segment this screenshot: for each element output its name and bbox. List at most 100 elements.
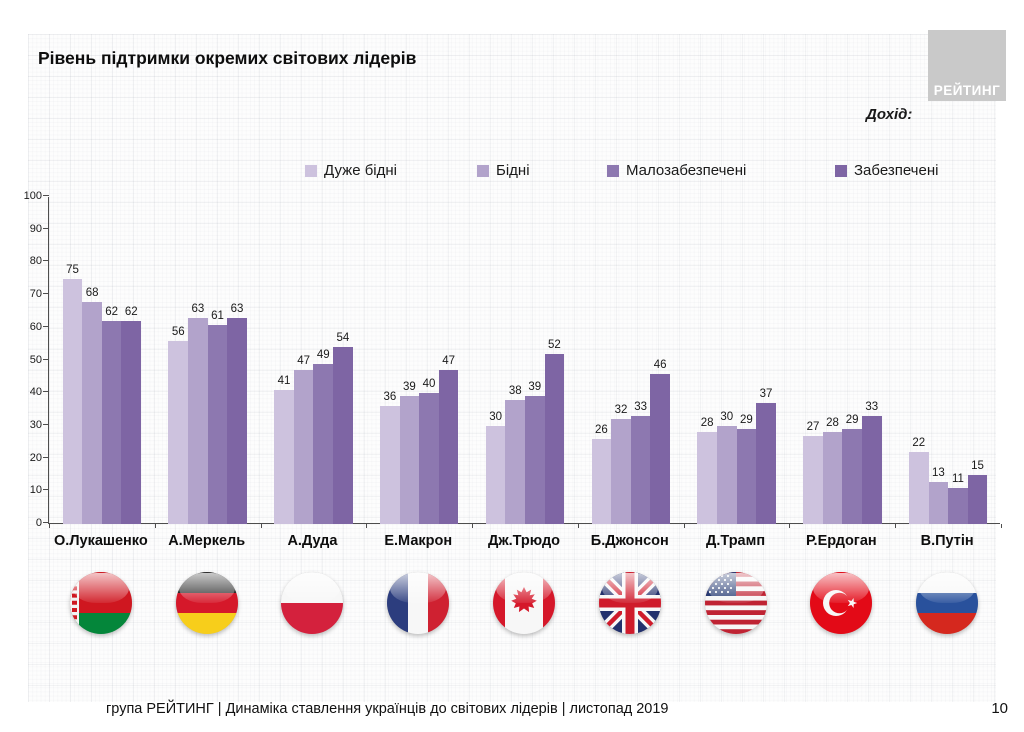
category-label: Р.Ердоган [806,533,877,549]
bar-value-label: 11 [951,473,964,486]
bar-group: 22 13 11 15 [895,197,1001,524]
category-label: Дж.Трюдо [487,533,561,549]
flag-cell [894,572,1000,638]
x-axis-tick [260,524,262,528]
bar: 13 [928,467,949,524]
bar-value-label: 30 [720,410,734,423]
bar: 54 [333,332,353,524]
legend-swatch [305,164,317,177]
bar-value-label: 63 [191,303,205,315]
bar: 40 [419,378,439,524]
bar-value-label: 52 [548,338,561,351]
bar: 68 [82,287,102,524]
y-axis-label: 0 [35,517,42,529]
category-label: Е.Макрон [384,533,453,549]
bar-value-label: 47 [442,355,456,368]
bar-value-label: 27 [806,420,820,433]
category-label: Б.Джонсон [590,533,669,549]
y-axis-tick [43,391,49,393]
bar-value-label: 29 [739,414,753,427]
category-axis-labels: О.Лукашенко А.Меркель А.Дуда Е.Макрон Дж.Трю… [48,533,1000,549]
rating-group-logo: РЕЙТИНГ [928,30,1006,101]
flag-cell [683,572,789,638]
bar-value-label: 28 [826,417,839,430]
bar: 39 [399,381,420,524]
bar-group: 56 63 61 63 [155,197,261,524]
bar-value-label: 37 [759,388,773,401]
footer-source-text: група РЕЙТИНГ | Динаміка ставлення украї… [106,701,669,717]
bar: 28 [822,417,843,524]
bar-value-label: 13 [931,466,945,479]
category-label: Д.Трамп [706,533,766,549]
y-axis-label: 90 [29,222,42,235]
bar-group: 26 32 33 46 [578,197,684,524]
legend-label: Дуже бідні [324,162,397,179]
bar: 36 [380,391,400,524]
bar-value-label: 46 [653,358,667,371]
bar-value-label: 38 [508,384,522,397]
y-axis-tick [43,195,49,196]
income-group-label: Дохід: [866,106,913,123]
bar-value-label: 33 [865,401,879,414]
bar: 61 [207,310,228,524]
bar: 62 [121,306,142,524]
y-axis-tick [43,456,49,458]
bar-group: 30 38 39 52 [472,197,578,524]
flag-cell [788,572,894,638]
y-axis-label: 60 [29,320,42,333]
bar-value-label: 61 [211,309,224,322]
y-axis-label: 30 [29,418,42,431]
flag-uk-icon [598,572,661,634]
bar-chart-plot-area: 75 68 62 62 56 63 61 63 41 47 49 54 36 39 40 47 30 38 39 52… [24,190,1002,529]
bar-value-label: 36 [383,391,397,404]
bar-value-label: 28 [700,417,714,430]
flag-cell [260,572,366,638]
flag-cell [471,572,577,638]
bar: 46 [650,359,670,524]
bar-value-label: 30 [489,410,503,423]
x-axis-tick [472,524,474,528]
y-axis-label: 20 [29,451,42,464]
flag-cell [154,572,260,638]
bar-value-label: 63 [230,303,244,315]
bar-value-label: 15 [971,459,984,472]
bar: 56 [168,326,189,524]
legend-item: Бідні [477,162,530,179]
bar: 32 [611,404,631,524]
y-axis-tick [43,227,49,229]
flag-poland-icon [281,572,344,634]
x-axis-tick [154,524,156,528]
bar: 52 [544,339,565,524]
category-label: А.Дуда [287,533,338,549]
bar: 33 [861,401,882,524]
bar-value-label: 40 [422,378,436,391]
logo-text: РЕЙТИНГ [933,83,1001,98]
legend-swatch [835,164,847,177]
bar-value-label: 41 [277,374,291,387]
bar: 15 [967,460,988,524]
category-label: О.Лукашенко [54,533,148,549]
bar: 47 [293,355,314,524]
x-axis-tick [49,524,50,528]
bar: 62 [101,306,122,524]
y-axis-tick [43,423,49,425]
flag-cell [577,572,683,638]
flag-usa-icon [704,572,767,634]
bar: 26 [591,424,612,524]
y-axis-tick [43,260,49,262]
legend-swatch [607,164,619,177]
legend-item: Малозабезпечені [607,162,746,179]
bar-value-label: 39 [528,381,542,394]
x-axis-tick [789,524,791,528]
bar-group: 27 28 29 33 [789,197,895,524]
bar-value-label: 68 [85,286,99,299]
bar: 29 [736,414,757,524]
chart-title: Рівень підтримки окремих світових лідері… [38,48,417,68]
chart-legend: Дуже бідні Бідні Малозабезпечені Забезпечен… [0,162,1024,182]
flag-france-icon [387,572,450,634]
flag-germany-icon [175,572,238,634]
bar: 37 [756,388,776,524]
bar-value-label: 22 [912,437,926,450]
category-label: В.Путін [920,533,974,549]
y-axis-label: 40 [29,386,42,399]
